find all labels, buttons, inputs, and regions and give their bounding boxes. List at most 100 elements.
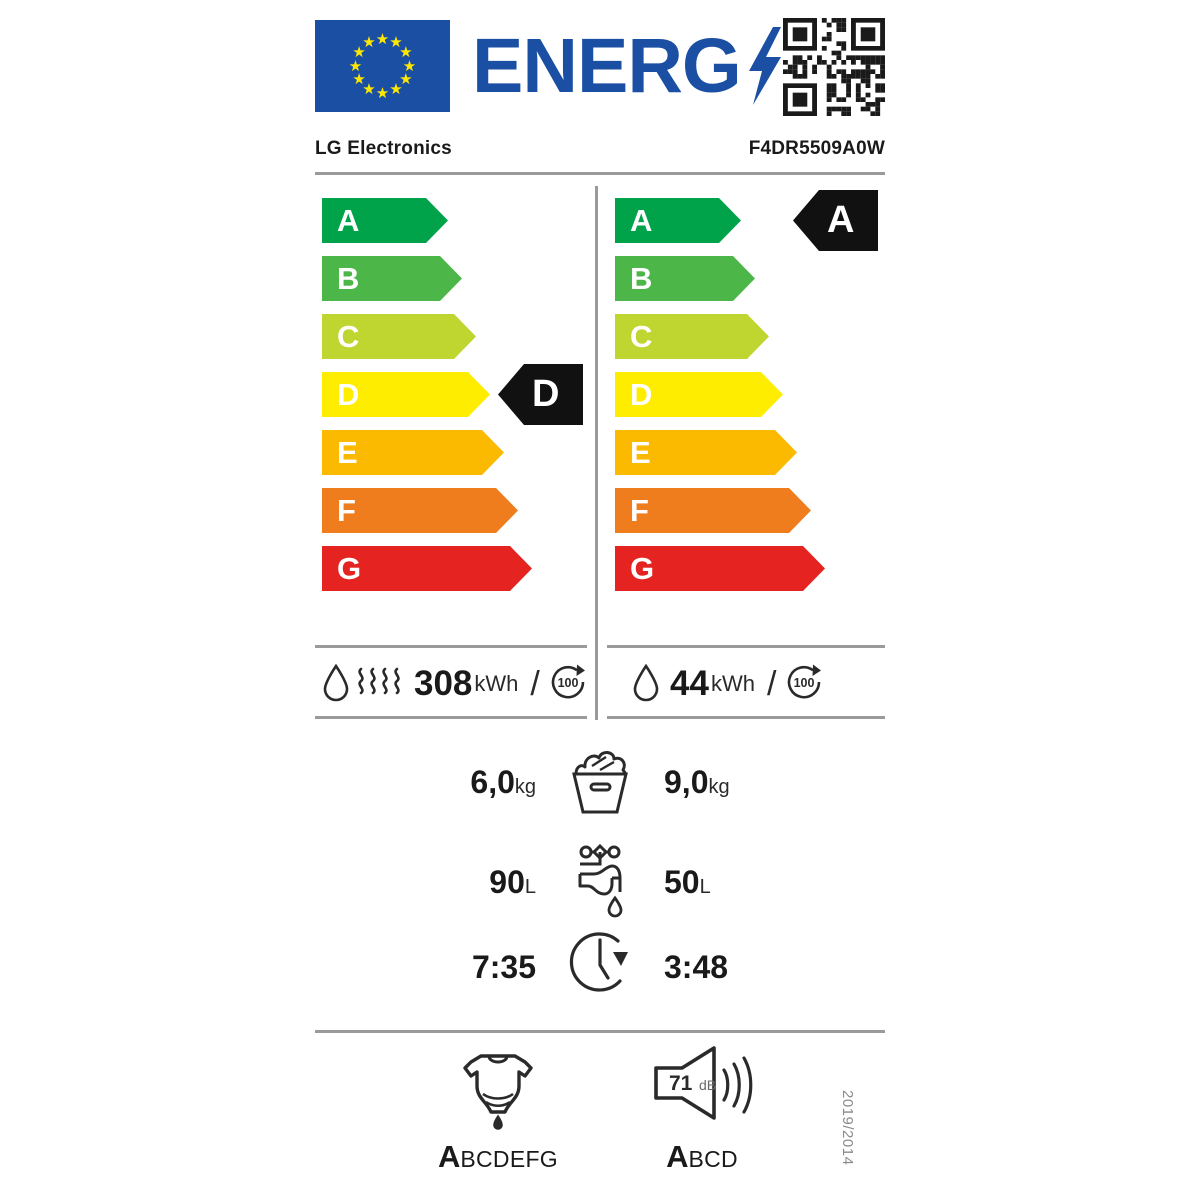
energy-grade-arrow: [615, 314, 769, 359]
spin-class: ABCDEFG: [433, 1139, 563, 1178]
energy-grade-arrow: [615, 430, 797, 475]
energy-grade-arrow: [322, 488, 518, 533]
energy-consumption-left: 308 kWh / 100: [320, 655, 585, 713]
noise-class-cell: 71 dB ABCD: [637, 1042, 767, 1190]
label-header: ★ ★ ★ ★ ★ ★ ★ ★ ★ ★ ★ ★ ENERG: [315, 18, 885, 114]
water-left: 90L: [416, 864, 552, 901]
clock-icon: [552, 926, 648, 1009]
energy-grade-arrow: [322, 546, 532, 591]
water-right: 50L: [648, 864, 784, 901]
consumption-separator-left: /: [530, 664, 540, 703]
svg-text:71: 71: [669, 1072, 693, 1095]
energy-consumption-right: 44 kWh / 100: [630, 655, 885, 713]
eu-star-icon: ★: [375, 84, 390, 102]
eu-star-icon: ★: [399, 71, 413, 88]
eu-star-icon: ★: [402, 57, 417, 75]
eu-star-icon: ★: [399, 44, 413, 61]
100-cycles-icon: 100: [783, 661, 825, 708]
energy-grade-letter: E: [630, 435, 651, 470]
water-left-value: 90: [489, 863, 525, 900]
divider-top: [315, 172, 885, 175]
energy-grade-arrow: [615, 198, 741, 243]
eu-star-icon: ★: [352, 44, 366, 61]
energy-grade-arrow: [615, 372, 783, 417]
supplier-name: LG Electronics: [315, 138, 452, 159]
divider-consumption-left-bottom: [315, 716, 587, 719]
eu-star-icon: ★: [375, 30, 390, 48]
rating-pointer-right-letter: A: [827, 199, 855, 241]
energy-grade-letter: B: [337, 261, 360, 296]
svg-text:100: 100: [557, 676, 578, 690]
water-row: 90L 50L: [400, 843, 800, 919]
water-right-value: 50: [664, 863, 700, 900]
water-drop-icon: [630, 660, 662, 709]
noise-class-selected: A: [666, 1139, 689, 1174]
noise-class-remaining: BCD: [688, 1146, 738, 1172]
energy-grade-letter: D: [337, 377, 360, 412]
water-left-unit: L: [524, 875, 536, 898]
energy-grade-arrow: [322, 198, 448, 243]
energy-grade-arrow: [322, 314, 476, 359]
lightning-bolt-icon: [743, 27, 783, 105]
brand-model-row: LG Electronics F4DR5509A0W: [315, 138, 885, 166]
water-right-unit: L: [699, 875, 711, 898]
tap-faucet-icon: [552, 840, 648, 925]
energy-value-left: 308: [414, 664, 473, 703]
duration-row: 7:35 3:48: [400, 930, 800, 1004]
energy-grade-letter: D: [630, 377, 653, 412]
100-cycles-icon: 100: [547, 661, 589, 708]
eu-star-icon: ★: [352, 71, 366, 88]
energy-value-right: 44: [670, 664, 709, 703]
capacity-left-unit: kg: [514, 775, 536, 798]
divider-consumption-left-top: [315, 645, 587, 648]
energy-grade-arrow: [322, 430, 504, 475]
laundry-basket-icon: [552, 744, 648, 821]
eu-star-icon: ★: [362, 80, 376, 98]
energy-wordmark: ENERG: [472, 22, 742, 109]
duration-left: 7:35: [471, 948, 536, 985]
duration-right: 3:48: [664, 948, 729, 985]
energy-grade-arrow: [615, 488, 811, 533]
regulation-reference: 2019/2014: [839, 1090, 856, 1166]
energy-grade-letter: C: [337, 319, 360, 354]
rating-pointer-left-letter: D: [532, 373, 560, 415]
spin-class-cell: ABCDEFG: [433, 1042, 563, 1190]
svg-text:100: 100: [794, 676, 815, 690]
spin-class-selected: A: [437, 1139, 461, 1174]
eu-flag-icon: ★ ★ ★ ★ ★ ★ ★ ★ ★ ★ ★ ★: [315, 20, 450, 112]
energy-grade-letter: E: [337, 435, 358, 470]
energy-grade-letter: A: [630, 203, 653, 238]
energy-unit-right: kWh: [710, 671, 755, 696]
divider-consumption-right-top: [607, 645, 885, 648]
water-drop-heat-icon: [320, 660, 406, 709]
divider-bottom: [315, 1030, 885, 1033]
spin-class-remaining: BCDEFG: [460, 1146, 559, 1172]
energy-grade-arrow: [322, 372, 490, 417]
noise-class: ABCD: [637, 1139, 767, 1178]
capacity-left-value: 6,0: [470, 763, 515, 800]
rating-pointer-right: A: [793, 190, 878, 251]
capacity-row: 6,0kg 9,0kg: [400, 745, 800, 819]
energy-unit-left: kWh: [474, 671, 519, 696]
energy-grade-arrow: [322, 256, 462, 301]
energy-grade-letter: G: [337, 551, 362, 586]
energy-grade-letter: C: [630, 319, 653, 354]
rating-pointer-left: D: [498, 364, 583, 425]
eu-star-icon: ★: [362, 34, 376, 52]
capacity-right-unit: kg: [708, 775, 730, 798]
qr-code-icon: [783, 18, 885, 116]
tshirt-drip-icon: [433, 1042, 563, 1140]
divider-consumption-right-bottom: [607, 716, 885, 719]
model-identifier: F4DR5509A0W: [748, 138, 885, 159]
capacity-left: 6,0kg: [416, 764, 552, 801]
eu-star-icon: ★: [389, 34, 403, 52]
energy-grade-letter: B: [630, 261, 653, 296]
consumption-separator-right: /: [766, 664, 777, 703]
bottom-class-row: ABCDEFG 71 dB ABCD: [400, 1042, 800, 1190]
energy-grade-letter: A: [337, 203, 360, 238]
capacity-right-value: 9,0: [664, 763, 709, 800]
capacity-right: 9,0kg: [648, 764, 784, 801]
energy-grade-letter: G: [630, 551, 655, 586]
energy-grade-letter: F: [630, 493, 649, 528]
